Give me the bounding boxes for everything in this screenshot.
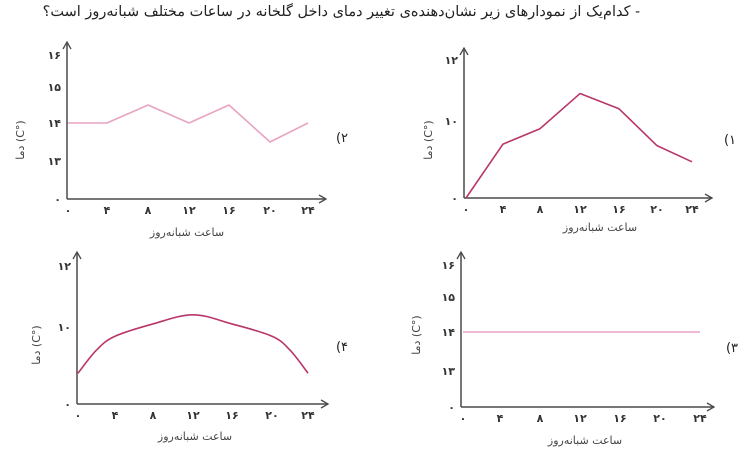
x-tick-label: ۱۶ [613, 412, 626, 425]
y-tick-label: ۰ [448, 401, 455, 414]
x-tick-label: ۴ [112, 409, 119, 422]
option-label: (۲ [336, 131, 348, 146]
x-tick-label: ۱۶ [225, 409, 238, 422]
option-label: (۳ [726, 341, 738, 356]
y-tick-label: ۱۰ [445, 115, 458, 128]
y-axis-label: دما (C°) [14, 120, 27, 159]
option-label: (۱ [724, 133, 736, 148]
x-axis-arrow-icon [706, 402, 716, 412]
y-tick-label: ۱۴ [442, 326, 456, 339]
y-tick-label: ۰ [64, 398, 71, 411]
x-tick-label: ۱۲ [186, 409, 200, 422]
x-tick-label: ۴ [500, 203, 507, 216]
chart-option-4: ۰ ۴ ۸ ۱۲ ۱۶ ۲۰ ۲۴ ۰ ۱۰ ۱۲ ساعت شبانه‌روز دما (C°) (۴ [30, 250, 348, 443]
x-tick-label: ۲۴ [301, 204, 315, 217]
x-tick-label: ۰ [75, 409, 82, 422]
x-tick-label: ۰ [460, 412, 467, 425]
x-tick-label: ۸ [537, 203, 544, 216]
x-tick-label: ۲۰ [263, 204, 276, 217]
y-tick-label: ۱۶ [48, 49, 61, 62]
x-tick-label: ۰ [65, 204, 72, 217]
x-tick-label: ۸ [150, 409, 157, 422]
y-tick-label: ۰ [54, 193, 61, 206]
x-tick-label: ۲۰ [650, 203, 663, 216]
x-tick-label: ۲۴ [301, 409, 315, 422]
x-axis-arrow-icon [704, 193, 714, 203]
data-series-line [77, 314, 309, 374]
y-axis-arrow-icon [72, 250, 82, 260]
x-tick-label: ۲۰ [265, 409, 278, 422]
x-tick-label: ۱۲ [573, 412, 587, 425]
x-axis-label: ساعت شبانه‌روز [157, 430, 232, 443]
x-axis-arrow-icon [318, 194, 328, 204]
y-tick-label: ۰ [451, 192, 458, 205]
y-tick-label: ۱۲ [58, 260, 72, 273]
x-tick-label: ۸ [145, 204, 152, 217]
option-label: (۴ [336, 340, 348, 355]
x-axis-label: ساعت شبانه‌روز [562, 221, 637, 234]
y-axis-arrow-icon [62, 40, 72, 50]
x-tick-label: ۴ [497, 412, 504, 425]
y-axis-label: دما (C°) [410, 315, 423, 354]
y-tick-label: ۱۵ [48, 81, 62, 94]
x-tick-label: ۲۰ [653, 412, 666, 425]
y-tick-label: ۱۳ [48, 155, 62, 168]
data-series-line [465, 92, 693, 199]
chart-option-1: ۰ ۴ ۸ ۱۲ ۱۶ ۲۰ ۲۴ ۰ ۱۰ ۱۲ ساعت شبانه‌روز دما (C°) (۱ [422, 46, 736, 234]
y-tick-label: ۱۴ [48, 117, 62, 130]
y-axis-label: دما (C°) [30, 325, 43, 364]
y-axis-arrow-icon [459, 46, 469, 56]
question-text: - کدام‌یک از نمودارهای زیر نشان‌دهنده‌ی … [42, 4, 640, 20]
x-tick-label: ۲۴ [693, 412, 707, 425]
chart-option-3: ۰ ۴ ۸ ۱۲ ۱۶ ۲۰ ۲۴ ۰ ۱۳ ۱۴ ۱۵ ۱۶ ساعت شبانه‌روز دما (C… [410, 250, 738, 447]
x-tick-label: ۱۲ [573, 203, 587, 216]
y-tick-label: ۱۶ [442, 259, 455, 272]
y-tick-label: ۱۲ [445, 54, 459, 67]
x-tick-label: ۱۲ [182, 204, 196, 217]
chart-option-2: ۰ ۴ ۸ ۱۲ ۱۶ ۲۰ ۲۴ ۰ ۱۳ ۱۴ ۱۵ ۱۶ ساعت شبانه‌روز دما (C… [14, 40, 348, 239]
x-tick-label: ۲۴ [685, 203, 699, 216]
y-axis-arrow-icon [456, 250, 466, 260]
y-tick-label: ۱۵ [442, 291, 456, 304]
y-tick-label: ۱۳ [442, 365, 456, 378]
data-series-line [68, 104, 309, 143]
y-axis-label: دما (C°) [422, 120, 435, 159]
x-tick-label: ۱۶ [612, 203, 625, 216]
x-axis-label: ساعت شبانه‌روز [149, 226, 224, 239]
y-tick-label: ۱۰ [58, 321, 71, 334]
x-tick-label: ۱۶ [222, 204, 235, 217]
x-tick-label: ۰ [463, 203, 470, 216]
x-tick-label: ۴ [104, 204, 111, 217]
x-tick-label: ۸ [537, 412, 544, 425]
x-axis-arrow-icon [320, 399, 330, 409]
x-axis-label: ساعت شبانه‌روز [547, 434, 622, 447]
